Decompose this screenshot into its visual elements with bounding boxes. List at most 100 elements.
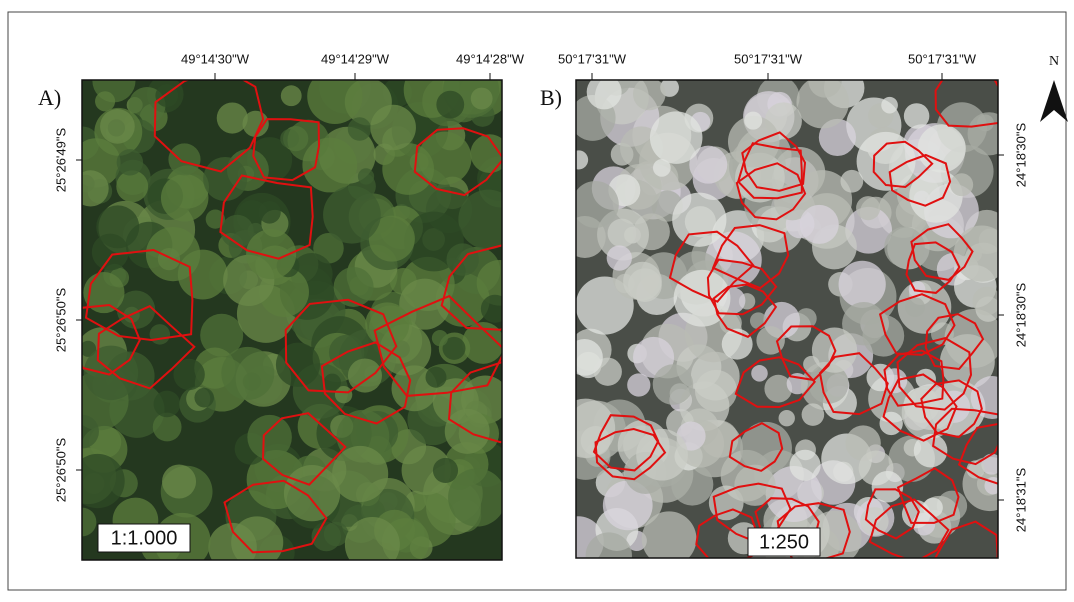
tree-crown [764, 374, 793, 403]
crown-outline [320, 341, 412, 425]
tree-crown [799, 204, 839, 244]
tree-crown [679, 381, 730, 432]
tree-crown [432, 457, 459, 484]
crown-outline [695, 508, 759, 558]
crown-outline [668, 230, 755, 303]
tree-crown [347, 358, 382, 393]
tree-crown [458, 189, 502, 250]
image-panel: A) 49°14'30"W 49°14'29"W 49°14'28"W 25°26'49… [38, 51, 525, 561]
tree-crown [323, 185, 381, 244]
crown-outline [864, 488, 920, 540]
panel-label: B) [540, 85, 562, 110]
crown-outline [84, 248, 194, 342]
tree-crown [82, 170, 109, 207]
tree-crown [436, 90, 465, 119]
tree-crown [82, 414, 99, 449]
tree-crown [220, 214, 254, 248]
north-arrow-shape [1040, 80, 1068, 122]
tree-crown [913, 433, 948, 468]
tree-crown [649, 111, 703, 164]
tree-crown [856, 131, 916, 191]
tree-crown [399, 278, 451, 330]
latitude-label: 24°18'30"S [1013, 283, 1028, 348]
tree-crown [161, 464, 197, 499]
tree-crown [95, 91, 116, 112]
tree-crown [950, 173, 974, 197]
latitude-label: 24°18'31"S [1013, 468, 1028, 533]
aerial-image [82, 80, 502, 560]
latitude-label: 25°26'50"S [53, 438, 68, 503]
tree-crown [431, 330, 448, 347]
tree-crown [275, 342, 321, 387]
tree-crown [307, 80, 363, 125]
tree-crown [476, 260, 502, 306]
tree-crown [838, 260, 886, 308]
tree-crown [347, 117, 372, 141]
tree-crown [580, 426, 611, 456]
tree-crown [425, 366, 447, 388]
crown-outline [261, 412, 347, 486]
tree-crown [671, 463, 714, 506]
crown-outline [896, 467, 960, 524]
tree-crown [323, 373, 342, 392]
crown-outline [905, 241, 961, 294]
tree-crown [972, 286, 998, 316]
crown-outline [737, 142, 803, 200]
tree-crown [966, 460, 985, 479]
crown-outline [818, 352, 889, 416]
tree-crown [871, 470, 904, 503]
tree-crown [370, 104, 416, 151]
crown-outline [920, 379, 983, 439]
tree-crown [606, 245, 632, 271]
tree-crown [442, 336, 466, 360]
tree-crown [246, 229, 297, 280]
latitude-label: 24°18'30"S [1013, 123, 1028, 188]
longitude-label: 50°17'31"W [908, 51, 977, 66]
tree-crown [160, 174, 209, 222]
tree-crown [280, 85, 302, 107]
tree-crown [334, 385, 353, 404]
crown-outline [594, 427, 667, 481]
tree-crown [357, 168, 375, 185]
crown-outline [924, 313, 985, 371]
tree-crown [818, 118, 856, 156]
crown-outline [878, 293, 956, 356]
tree-crown [145, 226, 201, 282]
tree-crown [845, 206, 892, 254]
tree-crown [903, 103, 930, 129]
tree-crown [205, 209, 225, 229]
crown-outline [219, 174, 314, 260]
tree-crown [200, 313, 244, 357]
tree-crown [641, 511, 697, 558]
tree-crown [344, 517, 400, 560]
tree-crown [576, 181, 619, 228]
tree-crown [778, 410, 795, 427]
tree-crown [808, 363, 849, 404]
tree-crown [689, 145, 728, 184]
tree-crown [152, 412, 182, 442]
tree-crown [116, 170, 149, 203]
tree-crown [672, 192, 727, 247]
crown-outline [96, 305, 196, 390]
tree-crown [970, 376, 998, 419]
north-arrow: N [1040, 54, 1068, 122]
scale-label: 1:250 [759, 531, 809, 553]
tree-crown [917, 124, 966, 173]
image-panel: B) 50°17'31"W 50°17'31"W 50°17'31"W 24°18'30… [540, 51, 1028, 559]
tree-crown [332, 445, 389, 502]
crown-outline [872, 140, 934, 189]
image-border [575, 79, 999, 559]
tree-crown [231, 516, 284, 560]
tree-crown [801, 403, 825, 426]
tree-crown [627, 373, 651, 397]
crown-outline [896, 337, 973, 411]
tree-crown [462, 322, 502, 364]
tree-crown [173, 358, 205, 391]
longitude-label: 50°17'31"W [734, 51, 803, 66]
tree-crown [333, 266, 374, 307]
crown-outline [447, 361, 502, 444]
tree-crown [480, 294, 502, 323]
tree-crown [976, 114, 994, 132]
tree-crown [448, 468, 502, 527]
